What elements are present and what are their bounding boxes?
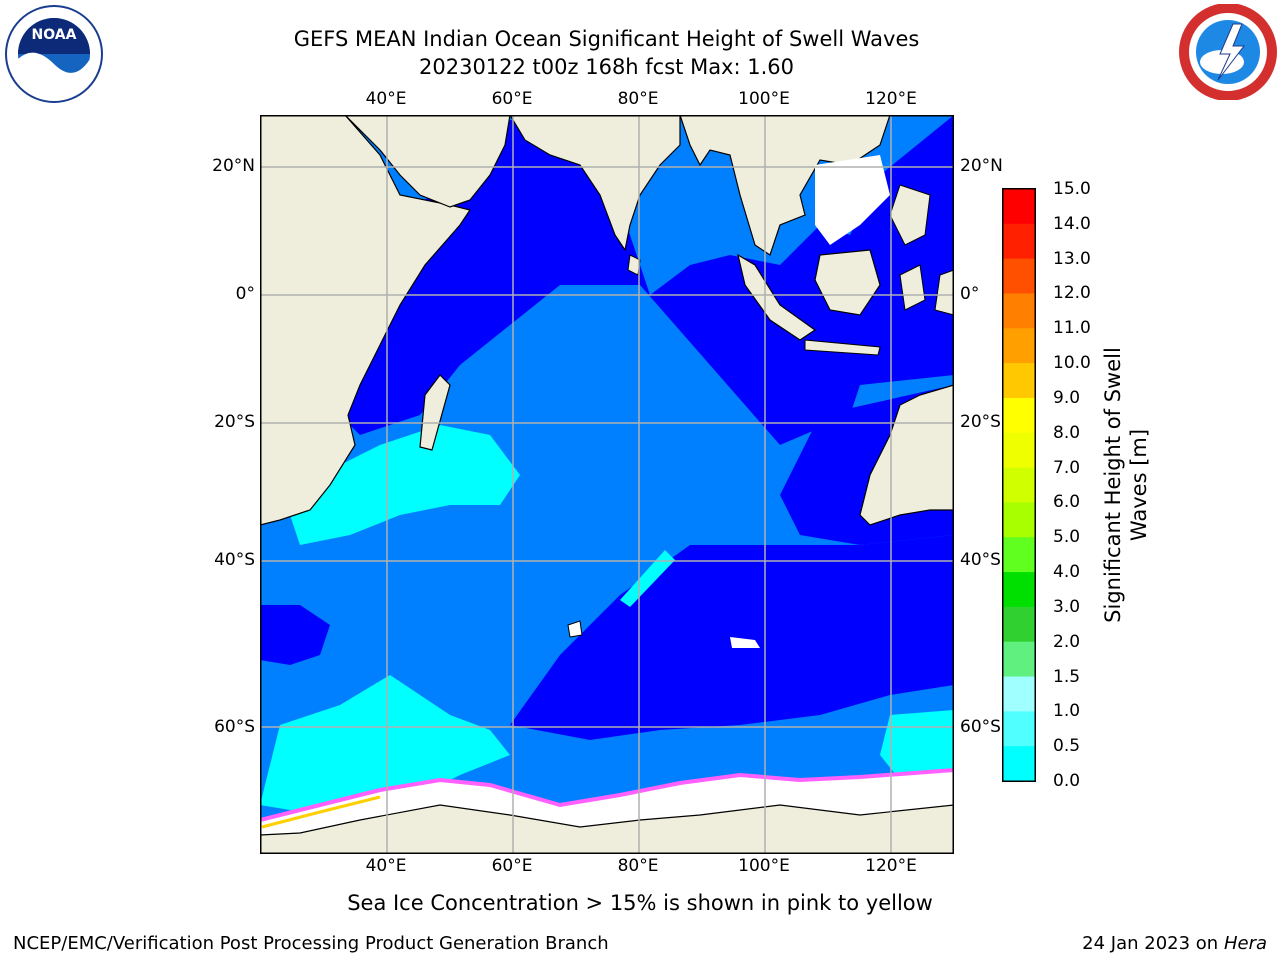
colorbar-segment	[1003, 258, 1035, 294]
colorbar-segment	[1003, 467, 1035, 503]
colorbar-tick-label: 1.0	[1053, 701, 1081, 722]
lon-label-top: 40°E	[365, 89, 407, 109]
colorbar-segment	[1003, 606, 1035, 643]
svg-text:NOAA: NOAA	[32, 27, 77, 43]
lon-label-bottom: 100°E	[738, 856, 790, 876]
colorbar-segment	[1003, 537, 1035, 573]
colorbar-tick-label: 0.0	[1053, 771, 1081, 791]
australia-land	[859, 384, 954, 526]
lat-label-left: 0°	[235, 284, 255, 304]
borneo-land	[814, 249, 881, 316]
map-subtitle: 20230122 t00z 168h fcst Max: 1.60	[419, 55, 794, 79]
lon-label-top: 100°E	[738, 89, 790, 109]
southeast-asia-land	[679, 115, 891, 256]
lat-label-right: 20°S	[960, 412, 1001, 432]
swell-band-1-0-1-5-west	[290, 425, 520, 545]
run-date-credit: 24 Jan 2023 on Hera	[1082, 933, 1267, 954]
lat-label-right: 60°S	[960, 717, 1001, 737]
colorbar-tick-label: 6.0	[1053, 492, 1081, 513]
india-land	[509, 115, 681, 252]
colorbar-tick-label: 13.0	[1053, 248, 1091, 269]
colorbar-segment	[1003, 328, 1035, 364]
swell-height-map	[260, 115, 954, 854]
lon-label-bottom: 80°E	[617, 856, 659, 876]
lat-label-left: 20°S	[214, 412, 255, 432]
colorbar-segment	[1003, 293, 1035, 329]
colorbar-segment	[1003, 676, 1035, 712]
lon-label-top: 80°E	[617, 89, 659, 109]
colorbar-tick-label: 5.0	[1053, 527, 1081, 548]
lon-label-bottom: 60°E	[491, 856, 533, 876]
lat-label-right: 40°S	[960, 550, 1001, 570]
colorbar-segment	[1003, 746, 1035, 782]
lon-label-bottom: 40°E	[365, 856, 407, 876]
colorbar-tick-label: 12.0	[1053, 283, 1091, 304]
lat-label-left: 60°S	[214, 717, 255, 737]
colorbar-tick-label: 3.0	[1053, 596, 1081, 617]
colorbar	[1002, 188, 1036, 782]
lat-label-left: 40°S	[214, 550, 255, 570]
lon-label-top: 120°E	[865, 89, 917, 109]
producer-credit: NCEP/EMC/Verification Post Processing Pr…	[13, 933, 609, 954]
colorbar-tick-label: 9.0	[1053, 387, 1081, 408]
colorbar-frame	[1002, 188, 1036, 782]
lon-label-top: 60°E	[491, 89, 533, 109]
lat-label-right: 0°	[960, 284, 980, 304]
colorbar-segment	[1003, 641, 1035, 678]
colorbar-tick-label: 11.0	[1053, 318, 1091, 339]
colorbar-segment	[1003, 189, 1035, 225]
colorbar-segment	[1003, 572, 1035, 608]
sumatra-land	[737, 253, 817, 341]
colorbar-tick-label: 2.0	[1053, 631, 1081, 652]
colorbar-segment	[1003, 397, 1035, 434]
colorbar-tick-label: 4.0	[1053, 562, 1081, 583]
colorbar-label: Significant Height of Swell Waves [m]	[1101, 347, 1151, 623]
colorbar-segment	[1003, 711, 1035, 747]
run-date: 24 Jan 2023 on	[1082, 933, 1219, 954]
graticule	[260, 115, 954, 854]
colorbar-tick-label: 1.5	[1053, 666, 1081, 687]
colorbar-segment	[1003, 502, 1035, 538]
antarctica-land	[260, 804, 954, 854]
colorbar-tick-label: 14.0	[1053, 213, 1091, 234]
lat-label-right: 20°N	[960, 156, 1003, 176]
host-name: Hera	[1223, 933, 1267, 954]
colorbar-tick-label: 7.0	[1053, 457, 1081, 478]
map-title: GEFS MEAN Indian Ocean Significant Heigh…	[293, 27, 920, 51]
lon-label-bottom: 120°E	[865, 856, 917, 876]
sea-ice-caption: Sea Ice Concentration > 15% is shown in …	[347, 891, 933, 915]
colorbar-segment	[1003, 363, 1035, 399]
lat-label-left: 20°N	[212, 156, 255, 176]
colorbar-tick-label: 8.0	[1053, 422, 1081, 443]
colorbar-segment	[1003, 432, 1035, 469]
map-frame	[260, 115, 954, 854]
national-weather-service-logo	[1179, 4, 1277, 100]
sea-ice-edge	[260, 770, 954, 835]
madagascar-land	[419, 374, 451, 451]
noaa-logo: NOAA	[5, 5, 103, 103]
colorbar-tick-label: 15.0	[1053, 179, 1091, 199]
colorbar-tick-label: 10.0	[1053, 353, 1091, 374]
colorbar-tick-label: 0.5	[1053, 736, 1081, 757]
swell-band-north-low	[340, 115, 954, 445]
colorbar-segment	[1003, 223, 1035, 260]
